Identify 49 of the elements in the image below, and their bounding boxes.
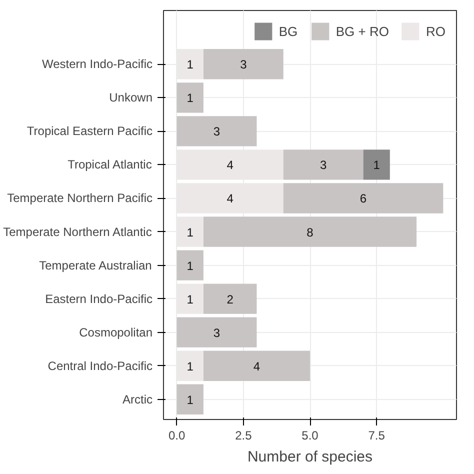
data-label: 1 [186,225,194,240]
y-tick-label: Tropical Atlantic [68,158,152,172]
data-label: 6 [360,192,367,206]
bar [283,183,444,214]
y-tick-label: Western Indo-Pacific [42,57,153,72]
data-label: 1 [186,392,194,407]
data-label: 3 [213,326,220,340]
data-label: 1 [186,292,194,306]
data-label: 1 [186,258,194,273]
y-tick-label: Tropical Eastern Pacific [26,124,153,138]
bar [203,49,284,80]
legend-label: BG [278,24,299,38]
x-axis-title: Number of species [247,448,373,466]
bar [203,350,310,381]
bar [283,150,364,180]
bar [176,384,204,414]
y-tick-label: Central Indo-Pacific [48,358,153,373]
y-tick-label: Arctic [122,392,152,406]
data-label: 1 [186,58,194,72]
x-tick-label: 0.0 [168,428,186,442]
data-label: 1 [186,359,194,374]
data-label: 8 [306,225,314,240]
data-label: 1 [373,158,380,172]
bar [203,216,417,247]
y-tick-label: Unkown [109,90,153,105]
y-tick-label: Eastern Indo-Pacific [45,292,153,306]
legend-label: BG + RO [336,24,389,38]
y-tick-label: Temperate Northern Pacific [7,191,153,206]
data-label: 4 [226,192,234,206]
data-label: 3 [320,158,327,172]
data-label: 4 [253,359,260,374]
bar [176,116,257,146]
x-tick-label: 7.5 [368,428,386,442]
data-label: 3 [240,58,248,72]
x-tick-label: 5.0 [302,428,319,442]
bar [176,250,204,280]
y-tick-label: Temperate Northern Atlantic [3,224,152,239]
x-tick-label: 2.5 [235,428,252,442]
data-label: 1 [186,91,194,106]
bar [363,150,390,180]
data-label: 4 [226,158,234,172]
bar [203,284,257,314]
y-tick-label: Cosmopolitan [79,325,153,340]
bar [176,82,204,113]
y-tick-label: Temperate Australian [39,258,152,272]
data-label: 2 [226,292,234,306]
bar [176,317,257,348]
legend-label: RO [426,24,446,38]
data-label: 3 [213,124,220,139]
